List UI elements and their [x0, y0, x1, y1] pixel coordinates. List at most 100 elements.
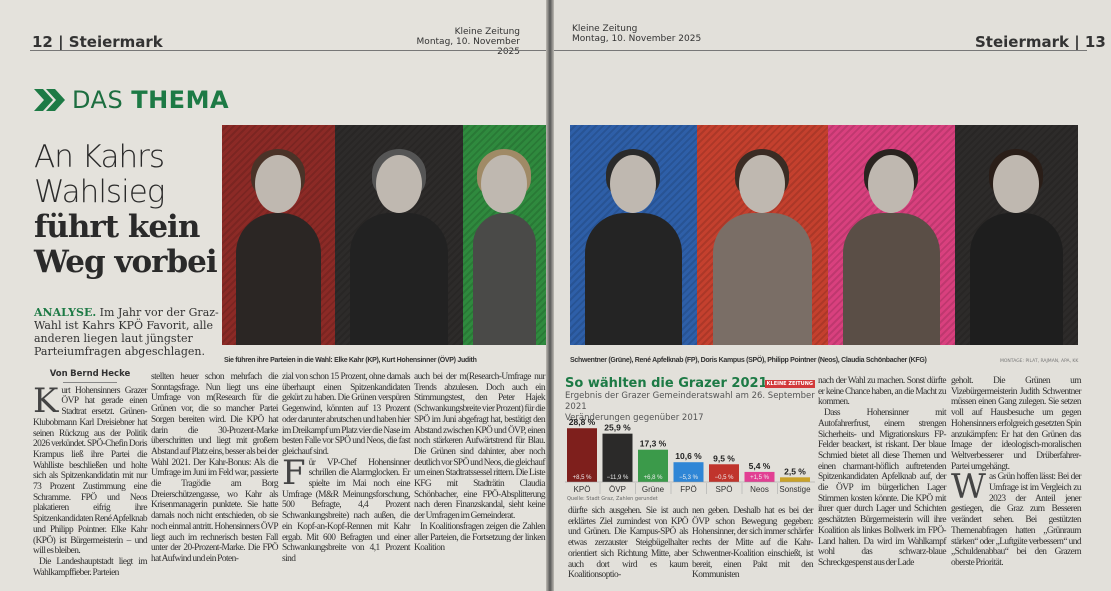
bar-neos: [744, 471, 775, 482]
section-header: 12 | Steiermark: [32, 33, 163, 51]
value-label: 2,5 %: [784, 466, 806, 476]
body-shape: [585, 213, 682, 345]
value-label: 10,6 %: [675, 451, 702, 461]
kicker-bold: THEMA: [131, 86, 230, 114]
article-column-3: zial von schon 15 Prozent, ohne damals ü…: [282, 372, 411, 565]
byline: Von Bernd Hecke: [49, 369, 131, 379]
byline-rule: [63, 381, 117, 383]
lead-text: Im Jahr vor der Graz-Wahl ist Kahrs KPÖ …: [34, 306, 219, 358]
body-shape: [969, 213, 1064, 345]
change-label: +8,5 %: [573, 475, 593, 481]
photo-philipp-pointner: [828, 125, 955, 345]
body-shape: [712, 213, 813, 345]
person-figure: [712, 149, 813, 345]
body-shape: [350, 213, 448, 345]
headline-line: führt kein: [34, 209, 200, 245]
photo-doris-kampus: [697, 125, 828, 345]
header-rule: [30, 50, 546, 51]
body-shape: [235, 213, 322, 345]
left-page: 12 | Steiermark Kleine Zeitung Montag, 1…: [0, 0, 548, 591]
bar-spö: [709, 464, 739, 482]
photo-judith-schwentner: [463, 125, 546, 345]
paragraph: Dass Hohensinner mit Autofahrerfrust, ei…: [818, 408, 947, 568]
masthead-date: Kleine Zeitung Montag, 10. November 2025: [402, 27, 520, 57]
headline: An Kahrs Wahlsieg führt kein Weg vorbei: [34, 140, 224, 280]
paragraph: dürfte sich ausgehen. Sie ist auch erklä…: [568, 506, 689, 581]
double-chevron-icon: [34, 89, 65, 111]
article-column-6: nen geben. Deshalb hat es bei der ÖVP sc…: [692, 506, 814, 581]
issue-date: Montag, 10. November 2025: [416, 37, 520, 57]
paragraph: nen geben. Deshalb hat es bei der ÖVP sc…: [692, 506, 814, 581]
right-page: Kleine Zeitung Montag, 10. November 2025…: [552, 0, 1111, 591]
head-shape: [610, 155, 657, 213]
chart-subtitle-changes: Veränderungen gegenüber 2017: [565, 413, 704, 423]
bar-fpö: [673, 462, 704, 482]
person-figure: [472, 149, 537, 345]
change-label: +6,8 %: [644, 475, 664, 481]
body-shape: [472, 213, 537, 345]
bar-kpö: [567, 428, 597, 482]
paragraph: urt Hohensinners Grazer ÖVP hat gerade e…: [33, 385, 148, 557]
head-shape: [255, 155, 302, 213]
value-label: 25,9 %: [604, 423, 631, 433]
article-column-4: auch bei der m(Research-Umfrage nur Tren…: [414, 372, 546, 554]
value-label: 28,8 %: [569, 417, 596, 427]
article-column-7: nach der Wahl zu machen. Sonst dürfte er…: [818, 376, 947, 569]
article-column-5: dürfte sich ausgehen. Sie ist auch erklä…: [568, 506, 689, 581]
headline-line: Weg vorbei: [34, 244, 218, 280]
photo-claudia-schoenbacher: [955, 125, 1078, 345]
category-label: SPÖ: [716, 485, 733, 494]
head-shape: [993, 155, 1040, 213]
value-label: 9,5 %: [713, 453, 735, 463]
photo-rene-apfelknab: [570, 125, 697, 345]
paragraph: In Koalitionsfragen zeigen die Zahlen al…: [414, 521, 546, 554]
section-header: Steiermark | 13: [975, 33, 1106, 51]
person-figure: [969, 149, 1064, 345]
change-label: −0,5 %: [715, 475, 735, 481]
paragraph: stellten heuer schon mehrfach die Sonnta…: [151, 372, 279, 564]
paper-name: Kleine Zeitung: [572, 24, 638, 34]
header-rule: [552, 50, 1087, 51]
paragraph: nach der Wahl zu machen. Sonst dürfte er…: [818, 376, 947, 408]
category-label: KPÖ: [574, 485, 591, 494]
paper-name: Kleine Zeitung: [454, 27, 520, 37]
category-label: ÖVP: [609, 485, 626, 494]
photo-caption: Sie führen ihre Parteien in die Wahl: El…: [224, 357, 477, 364]
bar-chart-svg: 28,8 % +8,5 % KPÖ 25,9 % −11,9 % ÖVP 17,3 % +6,…: [565, 417, 815, 494]
photo-credit: MONTAGE: PILAT, RAJMAN, APA, KK: [1000, 359, 1079, 364]
change-label: −11,9 %: [607, 475, 629, 481]
change-label: +1,5 %: [750, 475, 770, 481]
paragraph: Die Landeshauptstadt liegt im Wahlkampff…: [33, 556, 148, 578]
photo-caption: Schwentner (Grüne), René Apfelknab (FP),…: [570, 357, 927, 364]
body-shape: [843, 213, 940, 345]
kicker-light: DAS: [72, 86, 124, 114]
kicker: DAS THEMA: [32, 86, 229, 114]
issue-date: Montag, 10. November 2025: [572, 34, 702, 44]
chart-title: So wählten die Grazer 2021: [565, 376, 768, 391]
lead-label: ANALYSE.: [34, 306, 97, 319]
election-chart: So wählten die Grazer 2021 KLEINE ZEITUN…: [565, 376, 815, 504]
head-shape: [375, 155, 422, 213]
chart-source: Quelle: Stadt Graz, Zahlen gerundet: [567, 496, 658, 502]
paragraph: geholt. Die Grünen um Vizebürgermeisteri…: [951, 376, 1082, 472]
head-shape: [481, 155, 528, 213]
category-label: FPÖ: [680, 485, 696, 494]
paragraph: zial von schon 15 Prozent, ohne damals ü…: [282, 372, 411, 457]
drop-cap: F: [282, 452, 306, 493]
headline-line: An Kahrs: [34, 139, 165, 175]
photo-kurt-hohensinner: [335, 125, 463, 345]
person-figure: [585, 149, 682, 345]
article-column-2: stellten heuer schon mehrfach die Sonnta…: [151, 372, 279, 565]
masthead-date: Kleine Zeitung Montag, 10. November 2025: [572, 24, 701, 44]
page-gutter: [546, 0, 554, 591]
bar-övp: [602, 433, 633, 482]
photo-elke-kahr: [222, 125, 335, 345]
bar-grüne: [638, 449, 668, 482]
headline-line: Wahlsieg: [34, 174, 165, 210]
paragraph: ür VP-Chef Hohensinner schrillen die Ala…: [282, 457, 411, 564]
newspaper-logo: KLEINE ZEITUNG: [764, 380, 815, 388]
paragraph: as Grün hoffen lässt: Bei der Umfrage is…: [951, 472, 1082, 568]
person-figure: [235, 149, 322, 345]
person-figure: [843, 149, 940, 345]
